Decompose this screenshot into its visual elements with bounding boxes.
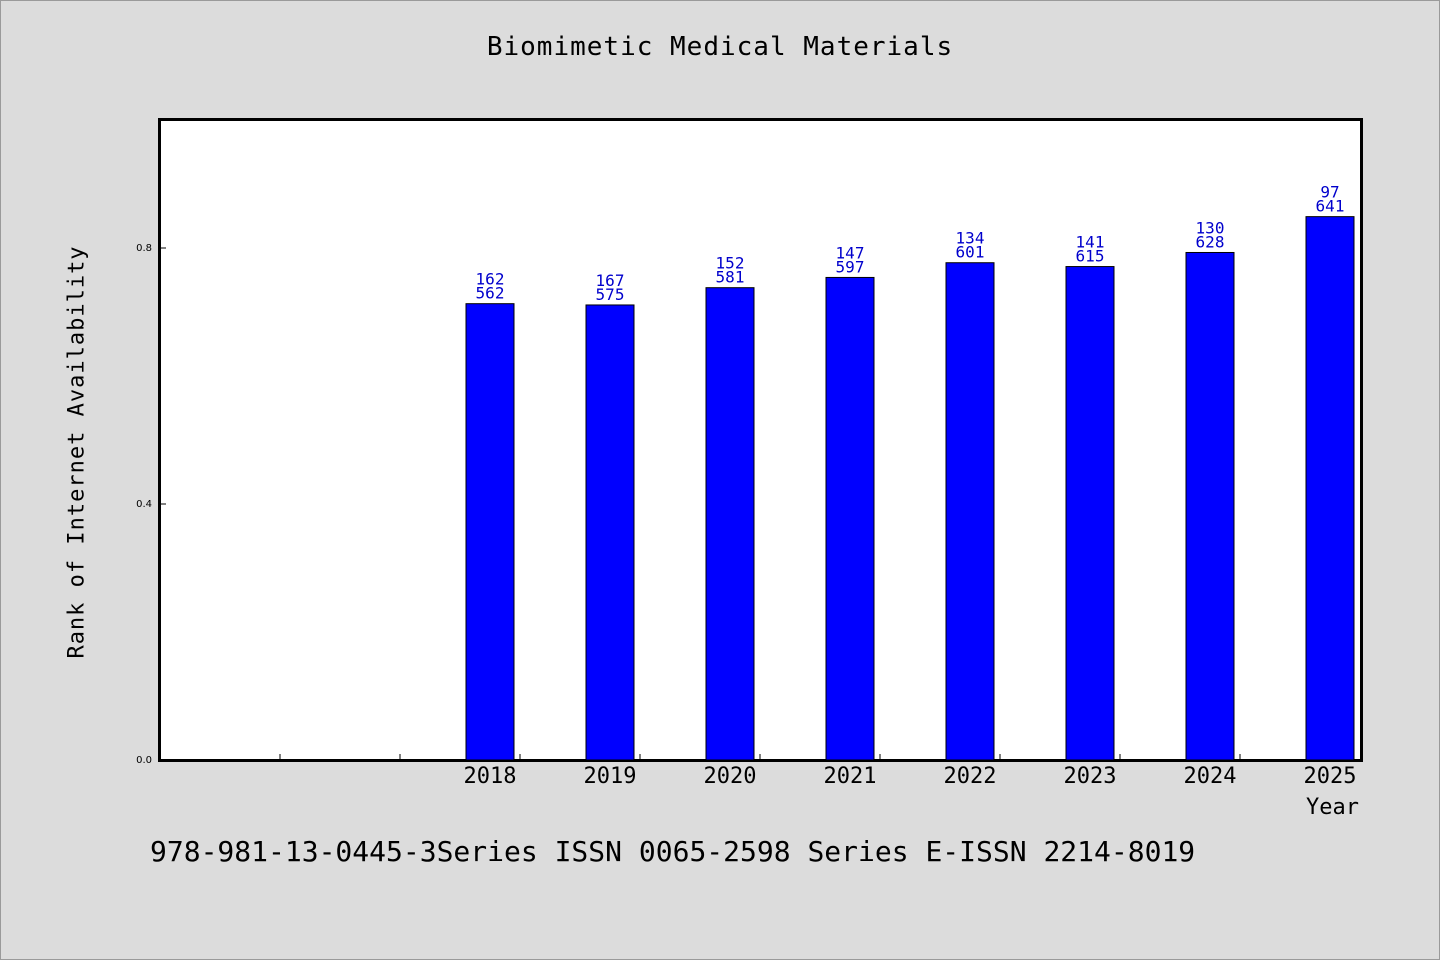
bar-label-top: 147	[836, 243, 865, 262]
bar	[1305, 216, 1355, 761]
bar-label-top: 97	[1320, 183, 1339, 202]
x-tick-label: 2022	[944, 764, 997, 789]
bar	[945, 262, 995, 761]
bar-label-bottom: 641	[1316, 197, 1345, 216]
bar	[825, 276, 875, 761]
bar	[1065, 266, 1115, 761]
y-tick-label: 0.0	[136, 755, 152, 766]
bar-label-bottom: 597	[836, 257, 865, 276]
x-tick-label: 2025	[1304, 764, 1357, 789]
footer-isbn-text: 978-981-13-0445-3Series ISSN 0065-2598 S…	[150, 835, 1196, 868]
bar-label-top: 130	[1196, 218, 1225, 237]
bar	[465, 303, 515, 761]
bar-label-bottom: 562	[476, 284, 505, 303]
bar	[1185, 251, 1235, 761]
bar-label-bottom: 615	[1076, 247, 1105, 266]
plot-area	[158, 118, 1363, 762]
bar-label-bottom: 575	[596, 285, 625, 304]
bar-label-bottom: 628	[1196, 232, 1225, 251]
bar	[585, 304, 635, 761]
bar-label-bottom: 601	[956, 243, 985, 262]
bar	[705, 287, 755, 761]
bar-label-top: 162	[476, 270, 505, 289]
x-tick-label: 2023	[1064, 764, 1117, 789]
bar-label-top: 134	[956, 229, 985, 248]
x-tick-label: 2018	[464, 764, 517, 789]
x-tick-label: 2020	[704, 764, 757, 789]
bar-label-top: 141	[1076, 233, 1105, 252]
x-tick-label: 2019	[584, 764, 637, 789]
y-tick-label: 0.4	[136, 499, 152, 510]
x-axis-label: Year	[1306, 795, 1359, 820]
y-tick-label: 0.8	[136, 243, 152, 254]
x-tick-label: 2021	[824, 764, 877, 789]
x-tick-label: 2024	[1184, 764, 1237, 789]
chart-title: Biomimetic Medical Materials	[486, 32, 954, 62]
bar-label-top: 152	[716, 254, 745, 273]
bar-label-bottom: 581	[716, 268, 745, 287]
bar-label-top: 167	[596, 271, 625, 290]
